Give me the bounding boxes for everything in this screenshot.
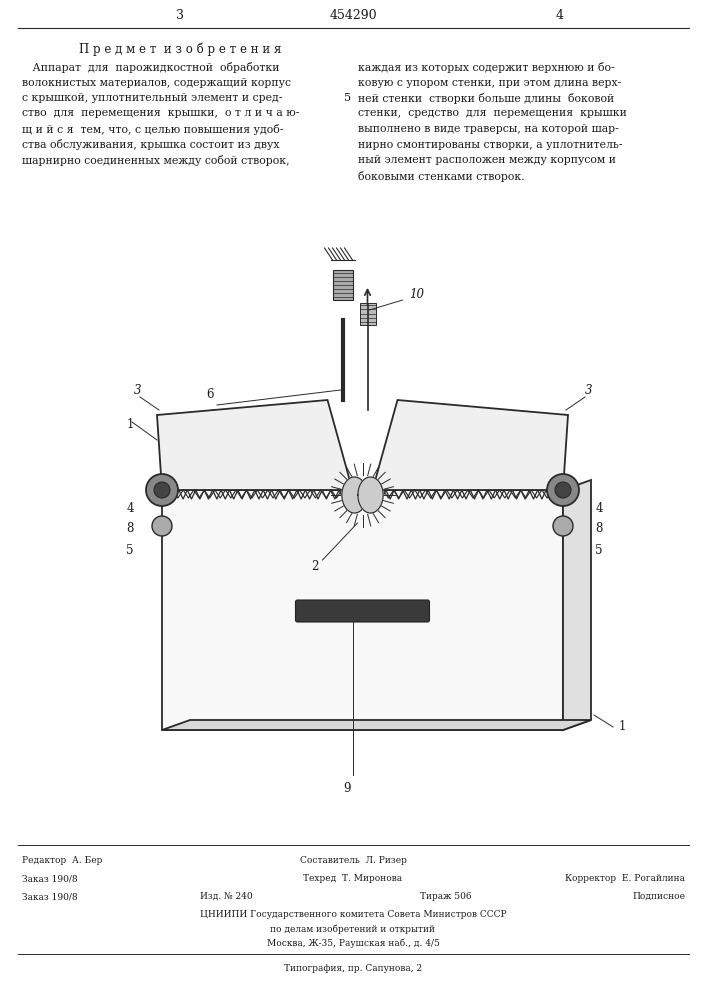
Text: П р е д м е т  и з о б р е т е н и я: П р е д м е т и з о б р е т е н и я bbox=[78, 42, 281, 55]
Text: Тираж 506: Тираж 506 bbox=[420, 892, 472, 901]
Text: Заказ 190/8: Заказ 190/8 bbox=[22, 892, 78, 901]
FancyBboxPatch shape bbox=[296, 600, 429, 622]
Text: 1: 1 bbox=[619, 720, 626, 734]
Text: ковую с упором стенки, при этом длина верх-: ковую с упором стенки, при этом длина ве… bbox=[358, 78, 621, 88]
Text: 10: 10 bbox=[409, 288, 424, 302]
Text: 9: 9 bbox=[344, 782, 351, 794]
Bar bbox=[359, 303, 375, 325]
Circle shape bbox=[555, 482, 571, 498]
Text: 6: 6 bbox=[206, 388, 214, 401]
Text: 5: 5 bbox=[595, 544, 603, 556]
Text: 1: 1 bbox=[127, 418, 134, 432]
Text: 3: 3 bbox=[176, 9, 184, 22]
Bar bbox=[162, 490, 563, 730]
Text: Изд. № 240: Изд. № 240 bbox=[200, 892, 252, 901]
Text: 5: 5 bbox=[344, 93, 351, 103]
Text: выполнено в виде траверсы, на которой шар-: выполнено в виде траверсы, на которой ша… bbox=[358, 124, 619, 134]
Text: Заказ 190/8: Заказ 190/8 bbox=[22, 874, 78, 883]
Text: Подписное: Подписное bbox=[632, 892, 685, 901]
Text: каждая из которых содержит верхнюю и бо-: каждая из которых содержит верхнюю и бо- bbox=[358, 62, 614, 73]
Text: Москва, Ж-35, Раушская наб., д. 4/5: Москва, Ж-35, Раушская наб., д. 4/5 bbox=[267, 938, 440, 948]
Text: стенки,  средство  для  перемещения  крышки: стенки, средство для перемещения крышки bbox=[358, 108, 627, 118]
Text: Типография, пр. Сапунова, 2: Типография, пр. Сапунова, 2 bbox=[284, 964, 422, 973]
Text: 2: 2 bbox=[311, 560, 318, 574]
Text: Составитель  Л. Ризер: Составитель Л. Ризер bbox=[300, 856, 407, 865]
Text: ство  для  перемещения  крышки,  о т л и ч а ю-: ство для перемещения крышки, о т л и ч а… bbox=[22, 108, 299, 118]
Text: 8: 8 bbox=[595, 522, 602, 534]
Text: 4: 4 bbox=[556, 9, 564, 22]
Text: ства обслуживания, крышка состоит из двух: ства обслуживания, крышка состоит из дву… bbox=[22, 139, 279, 150]
Polygon shape bbox=[563, 480, 591, 730]
Text: ЦНИИПИ Государственного комитета Совета Министров СССР: ЦНИИПИ Государственного комитета Совета … bbox=[199, 910, 506, 919]
Text: щ и й с я  тем, что, с целью повышения удоб-: щ и й с я тем, что, с целью повышения уд… bbox=[22, 124, 284, 135]
Text: Аппарат  для  парожидкостной  обработки: Аппарат для парожидкостной обработки bbox=[22, 62, 279, 73]
Circle shape bbox=[547, 474, 579, 506]
Text: 4: 4 bbox=[595, 502, 603, 514]
Text: Техред  Т. Миронова: Техред Т. Миронова bbox=[303, 874, 402, 883]
Polygon shape bbox=[157, 400, 353, 490]
Text: 3: 3 bbox=[134, 383, 141, 396]
Bar bbox=[332, 270, 353, 300]
Text: боковыми стенками створок.: боковыми стенками створок. bbox=[358, 170, 525, 182]
Text: 3: 3 bbox=[585, 383, 592, 396]
Text: 8: 8 bbox=[127, 522, 134, 534]
Text: Редактор  А. Бер: Редактор А. Бер bbox=[22, 856, 103, 865]
Text: по делам изобретений и открытий: по делам изобретений и открытий bbox=[271, 924, 436, 934]
Text: шарнирно соединенных между собой створок,: шарнирно соединенных между собой створок… bbox=[22, 155, 290, 166]
Circle shape bbox=[146, 474, 178, 506]
Circle shape bbox=[553, 516, 573, 536]
Text: ней стенки  створки больше длины  боковой: ней стенки створки больше длины боковой bbox=[358, 93, 614, 104]
Polygon shape bbox=[358, 477, 383, 513]
Text: ный элемент расположен между корпусом и: ный элемент расположен между корпусом и bbox=[358, 155, 616, 165]
Text: с крышкой, уплотнительный элемент и сред-: с крышкой, уплотнительный элемент и сред… bbox=[22, 93, 282, 103]
Text: волокнистых материалов, содержащий корпус: волокнистых материалов, содержащий корпу… bbox=[22, 78, 291, 88]
Polygon shape bbox=[342, 477, 367, 513]
Text: Корректор  Е. Рогайлина: Корректор Е. Рогайлина bbox=[565, 874, 685, 883]
Polygon shape bbox=[162, 720, 591, 730]
Text: 454290: 454290 bbox=[329, 9, 377, 22]
Text: 5: 5 bbox=[127, 544, 134, 556]
Text: нирно смонтированы створки, а уплотнитель-: нирно смонтированы створки, а уплотнител… bbox=[358, 139, 622, 149]
Circle shape bbox=[154, 482, 170, 498]
Text: 4: 4 bbox=[127, 502, 134, 514]
Polygon shape bbox=[373, 400, 568, 490]
Circle shape bbox=[152, 516, 172, 536]
